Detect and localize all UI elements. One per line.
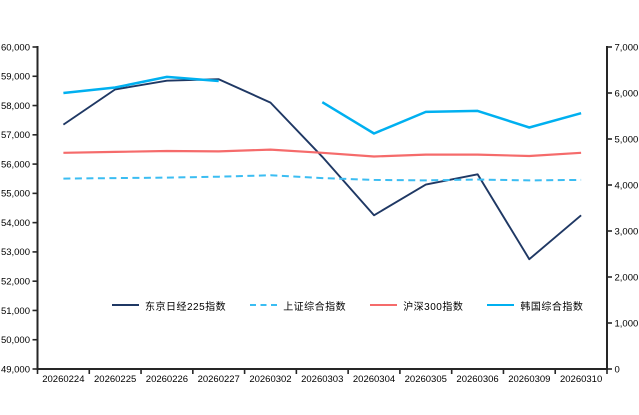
legend-label-shanghai-composite: 上证综合指数 (283, 301, 347, 313)
series-line-3 (63, 75, 582, 135)
left-axis-tick-label: 52,000 (1, 276, 30, 287)
korea-composite-line-swatch (487, 304, 515, 306)
x-axis-category-label: 20260309 (508, 374, 550, 385)
legend-item-korea-composite: 韩国综合指数 (487, 298, 583, 313)
x-axis-category-label: 20260227 (198, 374, 240, 385)
legend-item-shanghai-composite: 上证综合指数 (250, 298, 346, 313)
right-axis-tick-label: 7,000 (615, 42, 639, 53)
left-axis-tick-label: 54,000 (1, 218, 30, 229)
x-axis-category-label: 20260303 (301, 374, 343, 385)
right-axis-tick-label: 1,000 (615, 318, 639, 329)
x-axis-category-label: 20260306 (456, 374, 498, 385)
legend-item-csi300: 沪深300指数 (370, 298, 463, 313)
left-axis-tick-label: 49,000 (1, 364, 30, 375)
left-axis-tick-label: 53,000 (1, 247, 30, 258)
right-axis-tick-label: 2,000 (615, 272, 639, 283)
x-axis-category-label: 20260226 (146, 374, 188, 385)
left-axis-tick-label: 58,000 (1, 101, 30, 112)
series-line-1 (63, 174, 582, 182)
chart-legend: 东京日经225指数 上证综合指数 沪深300指数 韩国综合指数 (112, 297, 583, 313)
legend-label-nikkei225: 东京日经225指数 (145, 301, 227, 313)
left-axis-tick-label: 57,000 (1, 130, 30, 141)
left-axis-tick-label: 56,000 (1, 159, 30, 170)
legend-label-korea-composite: 韩国综合指数 (520, 301, 584, 313)
shanghai-composite-line-swatch (250, 304, 278, 306)
x-axis-category-label: 20260225 (94, 374, 136, 385)
left-axis-tick-label: 50,000 (1, 335, 30, 346)
legend-item-nikkei225: 东京日经225指数 (112, 298, 226, 313)
left-axis-tick-label: 59,000 (1, 72, 30, 83)
legend-label-csi300: 沪深300指数 (403, 301, 464, 313)
series-line-0 (62, 78, 582, 261)
left-axis-tick-label: 51,000 (1, 306, 30, 317)
series-line-2 (63, 148, 582, 158)
left-axis-tick-label: 60,000 (1, 42, 30, 53)
right-axis-tick-label: 4,000 (615, 180, 639, 191)
csi300-line-swatch (370, 304, 398, 306)
x-axis-category-label: 20260224 (42, 374, 84, 385)
right-axis-tick-label: 3,000 (615, 226, 639, 237)
x-axis-category-label: 20260305 (405, 374, 447, 385)
right-axis-tick-label: 5,000 (615, 134, 639, 145)
x-axis-category-label: 20260302 (249, 374, 291, 385)
x-axis-category-label: 20260304 (353, 374, 395, 385)
right-axis-tick-label: 0 (615, 364, 620, 375)
left-axis-tick-label: 55,000 (1, 189, 30, 200)
nikkei225-line-swatch (112, 304, 139, 306)
x-axis-category-label: 20260310 (560, 374, 602, 385)
right-axis-tick-label: 6,000 (615, 88, 639, 99)
